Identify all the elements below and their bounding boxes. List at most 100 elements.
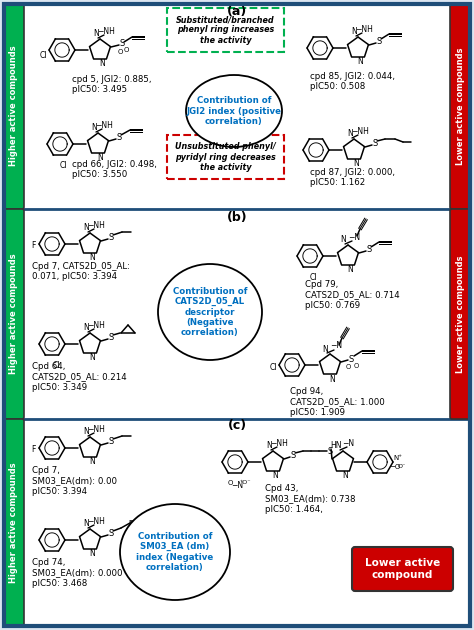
Text: N: N xyxy=(83,428,89,437)
Text: Cpd 94,
CATS2D_05_AL: 1.000
pIC50: 1.909: Cpd 94, CATS2D_05_AL: 1.000 pIC50: 1.909 xyxy=(290,387,385,417)
FancyBboxPatch shape xyxy=(22,3,472,208)
Text: F: F xyxy=(31,445,35,454)
Text: N: N xyxy=(266,442,272,450)
FancyBboxPatch shape xyxy=(3,3,24,209)
Text: Higher active compounds: Higher active compounds xyxy=(9,46,18,166)
Text: ⁺O⁻: ⁺O⁻ xyxy=(239,481,251,486)
FancyBboxPatch shape xyxy=(22,210,472,418)
Text: (b): (b) xyxy=(227,210,247,224)
Text: Cl: Cl xyxy=(59,161,67,169)
Text: −N: −N xyxy=(231,481,243,491)
Text: N: N xyxy=(97,154,103,163)
Text: N: N xyxy=(89,253,95,263)
Text: O: O xyxy=(354,363,359,369)
Text: Contribution of
JGI2 index (positive
correlation): Contribution of JGI2 index (positive cor… xyxy=(186,96,282,126)
Text: Substituted/branched
phenyl ring increases
the activity: Substituted/branched phenyl ring increas… xyxy=(176,15,275,45)
Text: −O: −O xyxy=(389,464,401,470)
Text: S: S xyxy=(328,447,333,457)
Text: N: N xyxy=(347,130,353,139)
Text: Lower active compounds: Lower active compounds xyxy=(456,47,465,165)
Text: S: S xyxy=(348,355,354,364)
Text: Cpd 7, CATS2D_05_AL:
0.071, pIC50: 3.394: Cpd 7, CATS2D_05_AL: 0.071, pIC50: 3.394 xyxy=(32,262,130,282)
Text: N: N xyxy=(357,57,363,67)
Text: −NH: −NH xyxy=(95,120,113,130)
Ellipse shape xyxy=(158,264,262,360)
Text: Lower active
compound: Lower active compound xyxy=(365,558,440,580)
Text: N: N xyxy=(322,345,328,353)
Text: O: O xyxy=(346,364,351,370)
Text: N: N xyxy=(342,471,348,481)
Text: cpd 5, JGI2: 0.885,
pIC50: 3.495: cpd 5, JGI2: 0.885, pIC50: 3.495 xyxy=(72,75,152,94)
Text: N: N xyxy=(347,265,353,275)
Text: Cpd 79,
CATS2D_05_AL: 0.714
pIC50: 0.769: Cpd 79, CATS2D_05_AL: 0.714 pIC50: 0.769 xyxy=(305,280,400,310)
Text: S: S xyxy=(366,246,372,255)
Text: N⁺: N⁺ xyxy=(393,455,402,461)
Text: S: S xyxy=(119,40,125,49)
Text: Cl: Cl xyxy=(309,273,317,282)
Text: N: N xyxy=(83,520,89,529)
Text: N: N xyxy=(329,374,335,384)
Text: N: N xyxy=(99,59,105,69)
Text: cpd 85, JGI2: 0.044,
pIC50: 0.508: cpd 85, JGI2: 0.044, pIC50: 0.508 xyxy=(310,72,395,91)
Text: Cpd 74,
SM03_EA(dm): 0.000
pIC50: 3.468: Cpd 74, SM03_EA(dm): 0.000 pIC50: 3.468 xyxy=(32,558,122,588)
Text: Unsubstituted phenyl/
pyridyl ring decreases
the activity: Unsubstituted phenyl/ pyridyl ring decre… xyxy=(175,142,276,172)
Text: O: O xyxy=(123,47,128,53)
Text: N: N xyxy=(83,224,89,232)
Text: −N: −N xyxy=(348,232,360,241)
Text: N: N xyxy=(353,159,359,168)
Text: Cl: Cl xyxy=(52,360,60,370)
Text: N: N xyxy=(83,323,89,333)
Text: −N: −N xyxy=(330,341,342,350)
Text: Lower active compounds: Lower active compounds xyxy=(456,255,465,373)
Text: Cpd 64,
CATS2D_05_AL: 0.214
pIC50: 3.349: Cpd 64, CATS2D_05_AL: 0.214 pIC50: 3.349 xyxy=(32,362,127,392)
Text: −NH: −NH xyxy=(87,517,105,525)
Text: S: S xyxy=(117,134,122,142)
FancyBboxPatch shape xyxy=(450,3,471,209)
Text: S: S xyxy=(376,38,382,47)
FancyBboxPatch shape xyxy=(352,547,453,591)
FancyBboxPatch shape xyxy=(167,8,284,52)
FancyBboxPatch shape xyxy=(3,419,24,626)
Text: N: N xyxy=(91,123,97,132)
Text: S: S xyxy=(291,452,296,461)
Text: S: S xyxy=(109,333,114,343)
Text: Cl: Cl xyxy=(269,362,277,372)
Text: S: S xyxy=(109,437,114,447)
Text: −NH: −NH xyxy=(355,25,373,33)
Text: −NH: −NH xyxy=(87,321,105,329)
Text: Higher active compounds: Higher active compounds xyxy=(9,462,18,583)
Text: −N: −N xyxy=(342,438,354,447)
FancyBboxPatch shape xyxy=(22,420,472,626)
FancyBboxPatch shape xyxy=(167,135,284,179)
Text: Contribution of
CATS2D_05_AL
descriptor
(Negative
correlation): Contribution of CATS2D_05_AL descriptor … xyxy=(173,287,247,338)
Text: N: N xyxy=(272,471,278,481)
Text: S: S xyxy=(373,139,378,149)
FancyBboxPatch shape xyxy=(3,209,24,419)
Text: N: N xyxy=(93,30,99,38)
Text: (a): (a) xyxy=(227,6,247,18)
Text: O: O xyxy=(117,49,123,55)
Text: (c): (c) xyxy=(228,418,246,432)
Ellipse shape xyxy=(120,504,230,600)
Text: Higher active compounds: Higher active compounds xyxy=(9,254,18,374)
Text: Cpd 7,
SM03_EA(dm): 0.00
pIC50: 3.394: Cpd 7, SM03_EA(dm): 0.00 pIC50: 3.394 xyxy=(32,466,117,496)
Text: O: O xyxy=(228,480,233,486)
Text: −NH: −NH xyxy=(87,425,105,433)
Text: N: N xyxy=(340,236,346,244)
Text: F: F xyxy=(31,241,35,251)
Text: −NH: −NH xyxy=(351,127,369,135)
Text: S: S xyxy=(109,234,114,243)
Text: HN: HN xyxy=(330,442,342,450)
Text: S: S xyxy=(109,529,114,539)
Text: Cl: Cl xyxy=(39,52,47,60)
Text: −NH: −NH xyxy=(97,26,115,35)
Ellipse shape xyxy=(186,75,282,147)
Text: Contribution of
SM03_EA (dm)
index (Negative
correlation): Contribution of SM03_EA (dm) index (Nega… xyxy=(137,532,214,572)
Text: cpd 87, JGI2: 0.000,
pIC50: 1.162: cpd 87, JGI2: 0.000, pIC50: 1.162 xyxy=(310,168,395,187)
Text: cpd 66, JGI2: 0.498,
pIC50: 3.550: cpd 66, JGI2: 0.498, pIC50: 3.550 xyxy=(72,160,157,180)
Text: N: N xyxy=(89,457,95,466)
Text: N: N xyxy=(89,549,95,559)
Text: Cpd 43,
SM03_EA(dm): 0.738
pIC50: 1.464,: Cpd 43, SM03_EA(dm): 0.738 pIC50: 1.464, xyxy=(265,484,356,514)
FancyBboxPatch shape xyxy=(450,209,471,419)
Text: N: N xyxy=(89,353,95,362)
